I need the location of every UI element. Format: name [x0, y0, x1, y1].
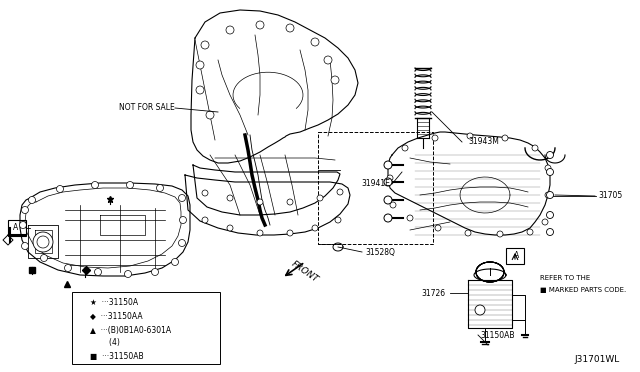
Text: ■ MARKED PARTS CODE.: ■ MARKED PARTS CODE.: [540, 287, 627, 293]
Circle shape: [19, 221, 26, 228]
Circle shape: [256, 21, 264, 29]
Text: NOT FOR SALE: NOT FOR SALE: [119, 103, 175, 112]
Circle shape: [337, 189, 343, 195]
Text: A: A: [13, 224, 19, 232]
Bar: [318, 132, 433, 244]
Circle shape: [196, 61, 204, 69]
Text: ★  ···31150A: ★ ···31150A: [90, 298, 138, 307]
Text: 31726: 31726: [422, 289, 446, 298]
Circle shape: [202, 217, 208, 223]
Circle shape: [542, 219, 548, 225]
Circle shape: [22, 243, 29, 250]
Circle shape: [201, 41, 209, 49]
Circle shape: [56, 186, 63, 192]
Circle shape: [331, 76, 339, 84]
Text: A: A: [515, 250, 520, 260]
Circle shape: [257, 199, 263, 205]
Circle shape: [311, 38, 319, 46]
Circle shape: [179, 217, 186, 224]
Circle shape: [22, 206, 29, 214]
Circle shape: [196, 86, 204, 94]
Circle shape: [547, 151, 554, 158]
Circle shape: [286, 24, 294, 32]
Circle shape: [152, 269, 159, 276]
Circle shape: [497, 231, 503, 237]
Circle shape: [402, 145, 408, 151]
Bar: [72, 292, 220, 364]
Bar: [506, 248, 524, 264]
Text: 31528Q: 31528Q: [365, 247, 395, 257]
Circle shape: [227, 225, 233, 231]
Circle shape: [547, 169, 554, 176]
Circle shape: [547, 192, 554, 199]
Circle shape: [532, 145, 538, 151]
Circle shape: [384, 161, 392, 169]
Circle shape: [95, 269, 102, 276]
Circle shape: [65, 264, 72, 272]
Bar: [8, 220, 26, 236]
Circle shape: [172, 259, 179, 266]
Text: (4): (4): [90, 337, 120, 346]
Circle shape: [40, 254, 47, 262]
Text: FRONT: FRONT: [290, 260, 320, 285]
Circle shape: [435, 225, 441, 231]
Circle shape: [432, 135, 438, 141]
Text: ■  ···31150AB: ■ ···31150AB: [90, 352, 143, 360]
Circle shape: [227, 195, 233, 201]
Circle shape: [29, 196, 35, 203]
Circle shape: [312, 225, 318, 231]
Circle shape: [545, 165, 551, 171]
Circle shape: [202, 190, 208, 196]
Circle shape: [226, 26, 234, 34]
Circle shape: [257, 230, 263, 236]
Circle shape: [547, 212, 554, 218]
Circle shape: [33, 232, 53, 252]
Circle shape: [387, 175, 393, 181]
Circle shape: [545, 192, 551, 198]
Circle shape: [157, 185, 163, 192]
Text: 31150AB: 31150AB: [480, 330, 515, 340]
Circle shape: [125, 270, 131, 278]
Circle shape: [179, 240, 186, 247]
Text: ◆  ···31150AA: ◆ ···31150AA: [90, 311, 143, 321]
Circle shape: [527, 229, 533, 235]
Circle shape: [467, 133, 473, 139]
Circle shape: [390, 202, 396, 208]
Circle shape: [127, 182, 134, 189]
Circle shape: [324, 56, 332, 64]
Circle shape: [407, 215, 413, 221]
Circle shape: [502, 135, 508, 141]
Circle shape: [37, 236, 49, 248]
Circle shape: [335, 217, 341, 223]
Text: 31941E: 31941E: [361, 180, 390, 189]
Circle shape: [179, 195, 186, 202]
Circle shape: [384, 178, 392, 186]
Circle shape: [287, 199, 293, 205]
Text: J31701WL: J31701WL: [575, 356, 620, 365]
Circle shape: [465, 230, 471, 236]
Circle shape: [475, 305, 485, 315]
Circle shape: [287, 230, 293, 236]
Text: 31943M: 31943M: [468, 138, 499, 147]
Text: 31705: 31705: [598, 192, 622, 201]
Text: ▲  ···(B)0B1A0-6301A: ▲ ···(B)0B1A0-6301A: [90, 326, 171, 334]
Circle shape: [384, 214, 392, 222]
Circle shape: [317, 195, 323, 201]
Circle shape: [206, 111, 214, 119]
Text: REFER TO THE: REFER TO THE: [540, 275, 590, 281]
Circle shape: [547, 228, 554, 235]
Circle shape: [92, 182, 99, 189]
Circle shape: [384, 196, 392, 204]
